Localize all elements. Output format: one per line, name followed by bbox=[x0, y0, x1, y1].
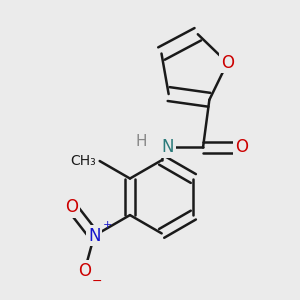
Text: O: O bbox=[221, 54, 234, 72]
Text: +: + bbox=[103, 220, 112, 230]
Text: H: H bbox=[135, 134, 147, 149]
Text: CH₃: CH₃ bbox=[71, 154, 97, 168]
Text: O: O bbox=[65, 198, 78, 216]
Text: N: N bbox=[88, 227, 100, 245]
Text: O: O bbox=[78, 262, 91, 280]
Text: −: − bbox=[92, 275, 103, 288]
Text: O: O bbox=[235, 139, 248, 157]
Text: N: N bbox=[162, 139, 174, 157]
